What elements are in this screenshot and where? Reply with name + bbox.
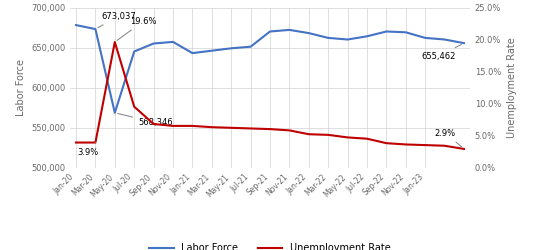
Unemployment Rate	[131, 105, 138, 108]
Unemployment Rate	[267, 128, 273, 130]
Text: 2.9%: 2.9%	[435, 128, 462, 147]
Labor Force	[461, 42, 467, 45]
Labor Force	[383, 30, 390, 33]
Text: 568,346: 568,346	[118, 114, 173, 127]
Line: Labor Force: Labor Force	[76, 25, 464, 113]
Unemployment Rate	[150, 122, 157, 126]
Labor Force	[73, 24, 79, 26]
Unemployment Rate	[325, 133, 332, 136]
Unemployment Rate	[306, 133, 312, 136]
Labor Force	[247, 45, 254, 48]
Labor Force	[441, 38, 448, 41]
Line: Unemployment Rate: Unemployment Rate	[76, 42, 464, 149]
Unemployment Rate	[208, 126, 215, 129]
Labor Force	[170, 40, 176, 43]
Labor Force	[286, 28, 293, 32]
Y-axis label: Unemployment Rate: Unemployment Rate	[507, 37, 517, 138]
Unemployment Rate	[247, 127, 254, 130]
Unemployment Rate	[73, 141, 79, 144]
Text: 3.9%: 3.9%	[77, 142, 98, 157]
Unemployment Rate	[364, 137, 370, 140]
Labor Force	[150, 42, 157, 45]
Labor Force	[306, 32, 312, 34]
Unemployment Rate	[345, 136, 351, 139]
Unemployment Rate	[441, 144, 448, 147]
Unemployment Rate	[402, 143, 409, 146]
Labor Force	[131, 50, 138, 53]
Legend: Labor Force, Unemployment Rate: Labor Force, Unemployment Rate	[145, 240, 395, 250]
Y-axis label: Labor Force: Labor Force	[16, 59, 25, 116]
Unemployment Rate	[189, 124, 195, 128]
Unemployment Rate	[286, 129, 293, 132]
Labor Force	[345, 38, 351, 41]
Unemployment Rate	[228, 126, 234, 129]
Text: 19.6%: 19.6%	[117, 16, 157, 40]
Unemployment Rate	[422, 144, 428, 146]
Labor Force	[92, 28, 99, 30]
Labor Force	[325, 36, 332, 40]
Unemployment Rate	[170, 124, 176, 128]
Unemployment Rate	[112, 40, 118, 43]
Labor Force	[364, 35, 370, 38]
Unemployment Rate	[461, 148, 467, 150]
Unemployment Rate	[92, 141, 99, 144]
Labor Force	[228, 47, 234, 50]
Labor Force	[189, 52, 195, 54]
Text: 673,037: 673,037	[98, 12, 136, 28]
Labor Force	[267, 30, 273, 33]
Labor Force	[422, 36, 428, 40]
Text: 655,462: 655,462	[421, 44, 462, 61]
Labor Force	[208, 49, 215, 52]
Labor Force	[112, 111, 118, 114]
Unemployment Rate	[383, 142, 390, 145]
Labor Force	[402, 31, 409, 34]
